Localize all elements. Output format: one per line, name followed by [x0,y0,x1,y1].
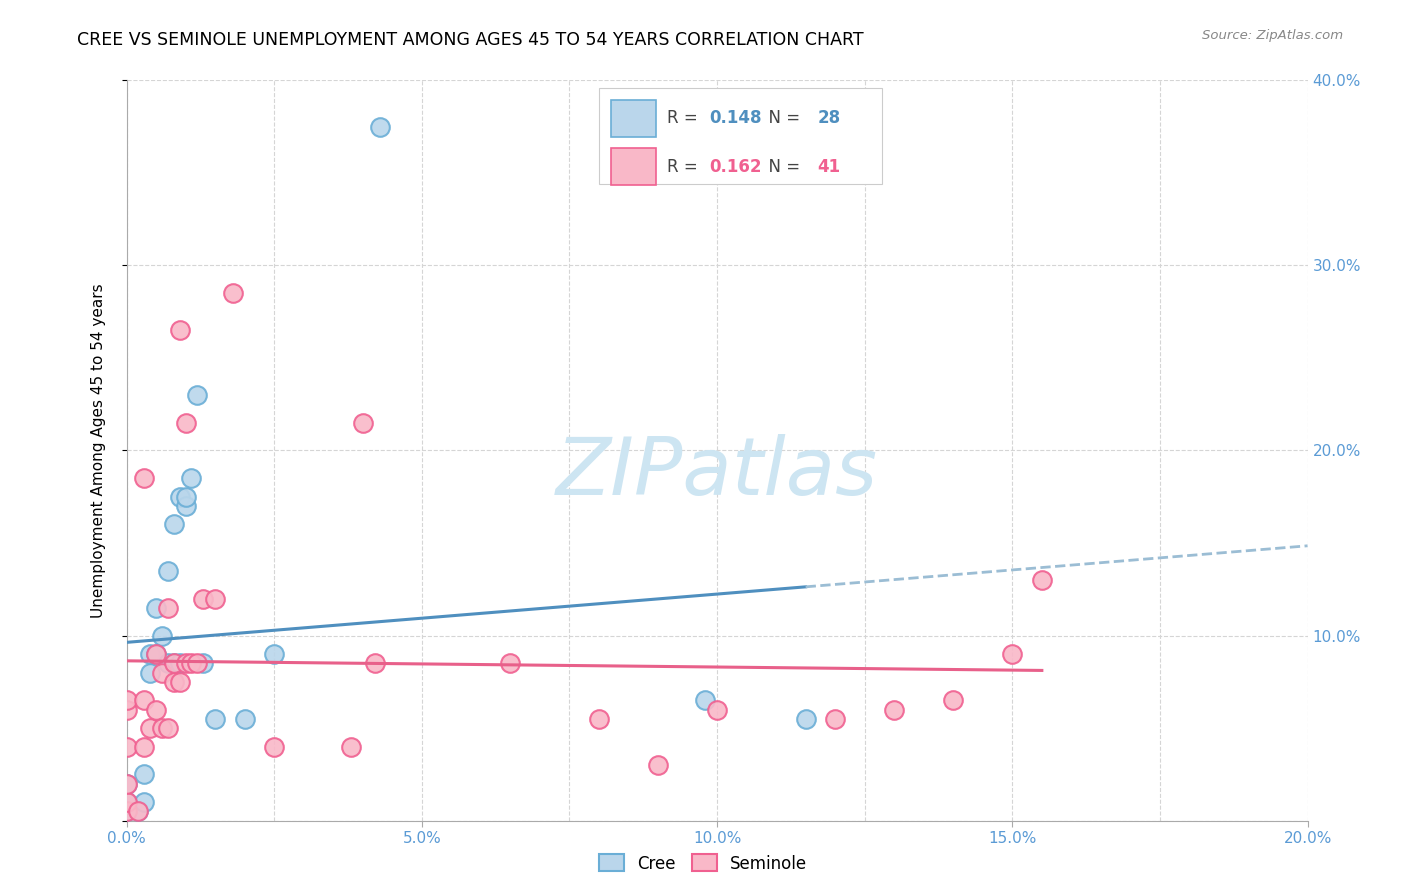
Point [163,657,186,671]
Point [233,712,256,726]
Text: 28: 28 [817,110,841,128]
Point [139,665,162,680]
Point [134,739,156,754]
Point [115,805,138,819]
Point [150,628,173,642]
Legend: Cree, Seminole: Cree, Seminole [592,847,814,880]
Point [156,600,179,615]
Point [163,657,186,671]
Point [193,591,215,606]
Point [169,674,191,689]
Point [115,795,138,809]
Point [794,712,817,726]
Point [204,712,226,726]
Text: R =: R = [668,110,703,128]
Point [145,600,167,615]
Point [150,665,173,680]
Point [695,693,717,707]
Point [115,739,138,754]
Point [193,657,215,671]
FancyBboxPatch shape [610,100,655,137]
Point [174,657,197,671]
Point [180,471,202,485]
Point [163,517,186,532]
Point [174,499,197,513]
Point [263,739,285,754]
Point [156,721,179,735]
Point [127,805,149,819]
Text: 0.148: 0.148 [709,110,761,128]
Text: 0.162: 0.162 [709,158,761,176]
Point [163,674,186,689]
Point [883,703,905,717]
Point [174,416,197,430]
Point [139,647,162,661]
Point [115,776,138,791]
Point [204,591,226,606]
Point [174,490,197,504]
Point [156,564,179,578]
Point [942,693,965,707]
Text: CREE VS SEMINOLE UNEMPLOYMENT AMONG AGES 45 TO 54 YEARS CORRELATION CHART: CREE VS SEMINOLE UNEMPLOYMENT AMONG AGES… [77,31,863,49]
Point [156,657,179,671]
Point [222,286,245,301]
Text: ZIPatlas: ZIPatlas [555,434,879,512]
FancyBboxPatch shape [599,87,883,184]
Point [499,657,522,671]
Point [134,693,156,707]
Point [145,703,167,717]
Point [115,693,138,707]
Point [134,767,156,781]
Point [363,657,385,671]
Point [115,776,138,791]
Text: R =: R = [668,158,703,176]
Text: Source: ZipAtlas.com: Source: ZipAtlas.com [1202,29,1343,42]
Point [263,647,285,661]
Point [370,120,392,134]
Point [145,647,167,661]
Point [352,416,374,430]
Point [139,721,162,735]
Point [169,323,191,337]
Point [169,657,191,671]
Point [115,795,138,809]
Point [340,739,363,754]
Point [134,471,156,485]
Point [824,712,846,726]
Point [1031,573,1053,587]
Point [180,657,202,671]
Text: 41: 41 [817,158,841,176]
Point [134,795,156,809]
FancyBboxPatch shape [610,148,655,186]
Point [706,703,728,717]
Point [150,721,173,735]
Point [145,647,167,661]
Point [647,758,669,772]
Point [115,805,138,819]
Point [127,805,149,819]
Point [186,657,208,671]
Text: N =: N = [758,158,806,176]
Point [186,388,208,402]
Point [588,712,610,726]
Point [1001,647,1024,661]
Text: N =: N = [758,110,806,128]
Point [115,703,138,717]
Y-axis label: Unemployment Among Ages 45 to 54 years: Unemployment Among Ages 45 to 54 years [91,283,105,618]
Point [169,490,191,504]
